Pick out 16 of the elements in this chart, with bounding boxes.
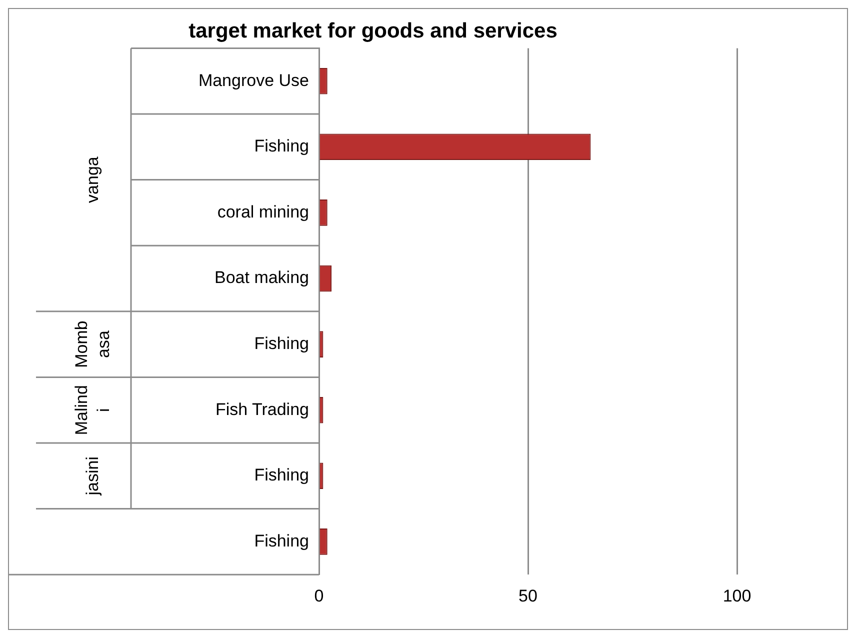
text: vanga	[83, 156, 102, 203]
x-tick-label: 100	[722, 586, 752, 606]
y-tick-label: Fishing	[254, 466, 309, 485]
y-tick-label: Fishing	[254, 334, 309, 353]
y-tick-label: Fishing	[254, 136, 309, 156]
y-tick-label: Fishing	[254, 531, 309, 550]
y-tick-label: coral mining	[217, 202, 309, 222]
y-tick-label: Mangrove Use	[198, 70, 309, 90]
y-tick-label: Fish Trading	[215, 400, 309, 419]
y-tick-label: Boat making	[214, 268, 309, 288]
x-tick-label: 50	[518, 586, 538, 606]
text: Mombasa	[72, 320, 114, 368]
text: Malindi	[72, 385, 114, 436]
chart-title: target market for goods and services	[188, 19, 558, 42]
text: jasini	[83, 456, 102, 496]
x-tick-label: 0	[314, 586, 324, 606]
